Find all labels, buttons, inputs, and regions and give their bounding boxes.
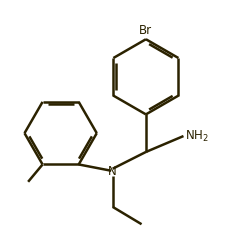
Text: NH$_2$: NH$_2$ — [185, 128, 209, 143]
Text: N: N — [108, 164, 117, 177]
Text: Br: Br — [139, 24, 153, 36]
